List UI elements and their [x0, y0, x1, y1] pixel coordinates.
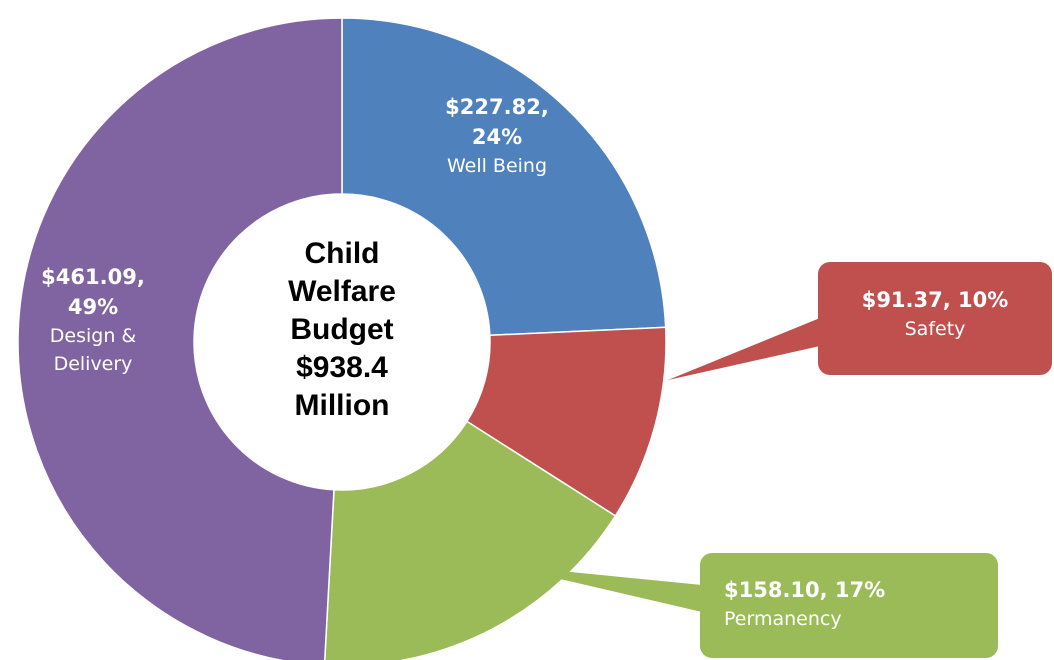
slice	[323, 420, 617, 660]
data-label: $91.37, 10% Safety	[818, 285, 1052, 343]
value-label: $227.82, 24%	[445, 95, 549, 149]
category-label: Well Being	[446, 155, 548, 177]
category-label: Design & Delivery	[49, 325, 137, 375]
category-label: Safety	[904, 318, 966, 340]
slice	[465, 326, 667, 517]
data-label: $158.10, 17% Permanency	[724, 575, 994, 633]
data-label: $227.82, 24% Well Being	[422, 92, 572, 180]
callout-pointer	[500, 565, 702, 612]
center-label: Child Welfare Budget $938.4 Million	[288, 237, 396, 422]
callout-pointer	[668, 318, 820, 380]
data-label: $461.09, 49% Design & Delivery	[18, 262, 168, 378]
callout-box	[700, 553, 998, 658]
slice	[341, 17, 667, 337]
callout-box	[818, 262, 1052, 375]
slice	[17, 17, 343, 660]
value-label: $158.10, 17%	[724, 578, 886, 602]
value-label: $91.37, 10%	[861, 288, 1009, 312]
value-label: $461.09, 49%	[41, 265, 145, 319]
category-label: Permanency	[724, 608, 842, 630]
